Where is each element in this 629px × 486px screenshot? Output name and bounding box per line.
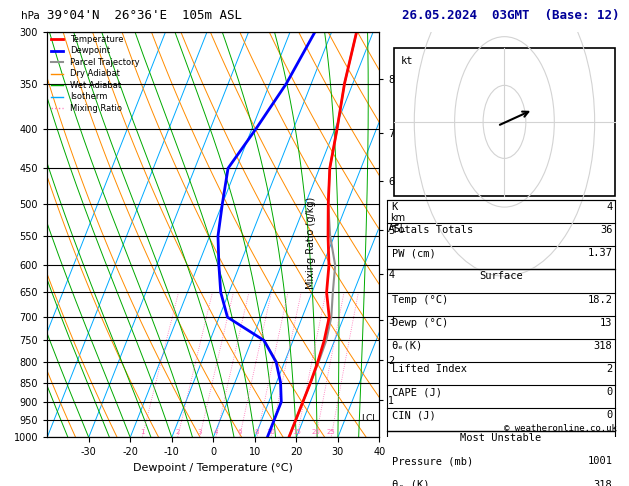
Text: 1: 1 <box>140 429 145 435</box>
Text: θₑ(K): θₑ(K) <box>392 341 423 351</box>
Text: K: K <box>392 202 398 212</box>
Text: 15: 15 <box>292 429 301 435</box>
Text: Most Unstable: Most Unstable <box>460 434 542 443</box>
Text: 36: 36 <box>600 225 613 235</box>
Text: © weatheronline.co.uk: © weatheronline.co.uk <box>504 424 617 434</box>
Text: 4: 4 <box>214 429 218 435</box>
Text: 39°04'N  26°36'E  105m ASL: 39°04'N 26°36'E 105m ASL <box>47 9 242 22</box>
Text: 3: 3 <box>198 429 202 435</box>
Text: Mixing Ratio (g/kg): Mixing Ratio (g/kg) <box>306 197 316 289</box>
Text: 6: 6 <box>237 429 242 435</box>
Text: Pressure (mb): Pressure (mb) <box>392 456 473 467</box>
Text: 318: 318 <box>594 341 613 351</box>
FancyBboxPatch shape <box>394 48 615 196</box>
Text: θₑ (K): θₑ (K) <box>392 480 429 486</box>
Y-axis label: km
ASL: km ASL <box>388 213 406 235</box>
Legend: Temperature, Dewpoint, Parcel Trajectory, Dry Adiabat, Wet Adiabat, Isotherm, Mi: Temperature, Dewpoint, Parcel Trajectory… <box>47 32 143 116</box>
Text: LCL: LCL <box>361 414 377 423</box>
Text: Lifted Index: Lifted Index <box>392 364 467 374</box>
Text: 4: 4 <box>606 202 613 212</box>
Text: 26.05.2024  03GMT  (Base: 12): 26.05.2024 03GMT (Base: 12) <box>402 9 620 22</box>
Text: CIN (J): CIN (J) <box>392 410 435 420</box>
Text: 318: 318 <box>594 480 613 486</box>
Text: hPa: hPa <box>21 12 40 21</box>
Text: 8: 8 <box>255 429 259 435</box>
Text: 1001: 1001 <box>587 456 613 467</box>
Text: 10: 10 <box>266 429 276 435</box>
Text: Totals Totals: Totals Totals <box>392 225 473 235</box>
Text: 2: 2 <box>175 429 180 435</box>
Text: 20: 20 <box>311 429 320 435</box>
Text: kt: kt <box>401 56 414 66</box>
Text: 0: 0 <box>606 387 613 397</box>
Text: 0: 0 <box>606 410 613 420</box>
Text: 13: 13 <box>600 318 613 328</box>
Text: 1.37: 1.37 <box>587 248 613 258</box>
Text: 18.2: 18.2 <box>587 295 613 305</box>
Text: CAPE (J): CAPE (J) <box>392 387 442 397</box>
Text: Dewp (°C): Dewp (°C) <box>392 318 448 328</box>
Text: 25: 25 <box>326 429 335 435</box>
Text: 2: 2 <box>606 364 613 374</box>
X-axis label: Dewpoint / Temperature (°C): Dewpoint / Temperature (°C) <box>133 463 293 473</box>
Text: Surface: Surface <box>479 271 523 281</box>
Text: Temp (°C): Temp (°C) <box>392 295 448 305</box>
Text: PW (cm): PW (cm) <box>392 248 435 258</box>
